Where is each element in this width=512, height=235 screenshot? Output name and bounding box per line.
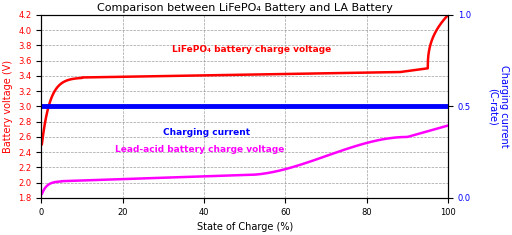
Text: LiFePO₄ battery charge voltage: LiFePO₄ battery charge voltage	[172, 45, 331, 54]
Y-axis label: Battery voltage (V): Battery voltage (V)	[3, 60, 13, 153]
Text: Charging current: Charging current	[163, 128, 250, 137]
X-axis label: State of Charge (%): State of Charge (%)	[197, 222, 293, 232]
Y-axis label: Charging current
(C-rate): Charging current (C-rate)	[487, 65, 509, 148]
Title: Comparison between LiFePO₄ Battery and LA Battery: Comparison between LiFePO₄ Battery and L…	[97, 3, 393, 13]
Text: Lead-acid battery charge voltage: Lead-acid battery charge voltage	[115, 145, 284, 154]
